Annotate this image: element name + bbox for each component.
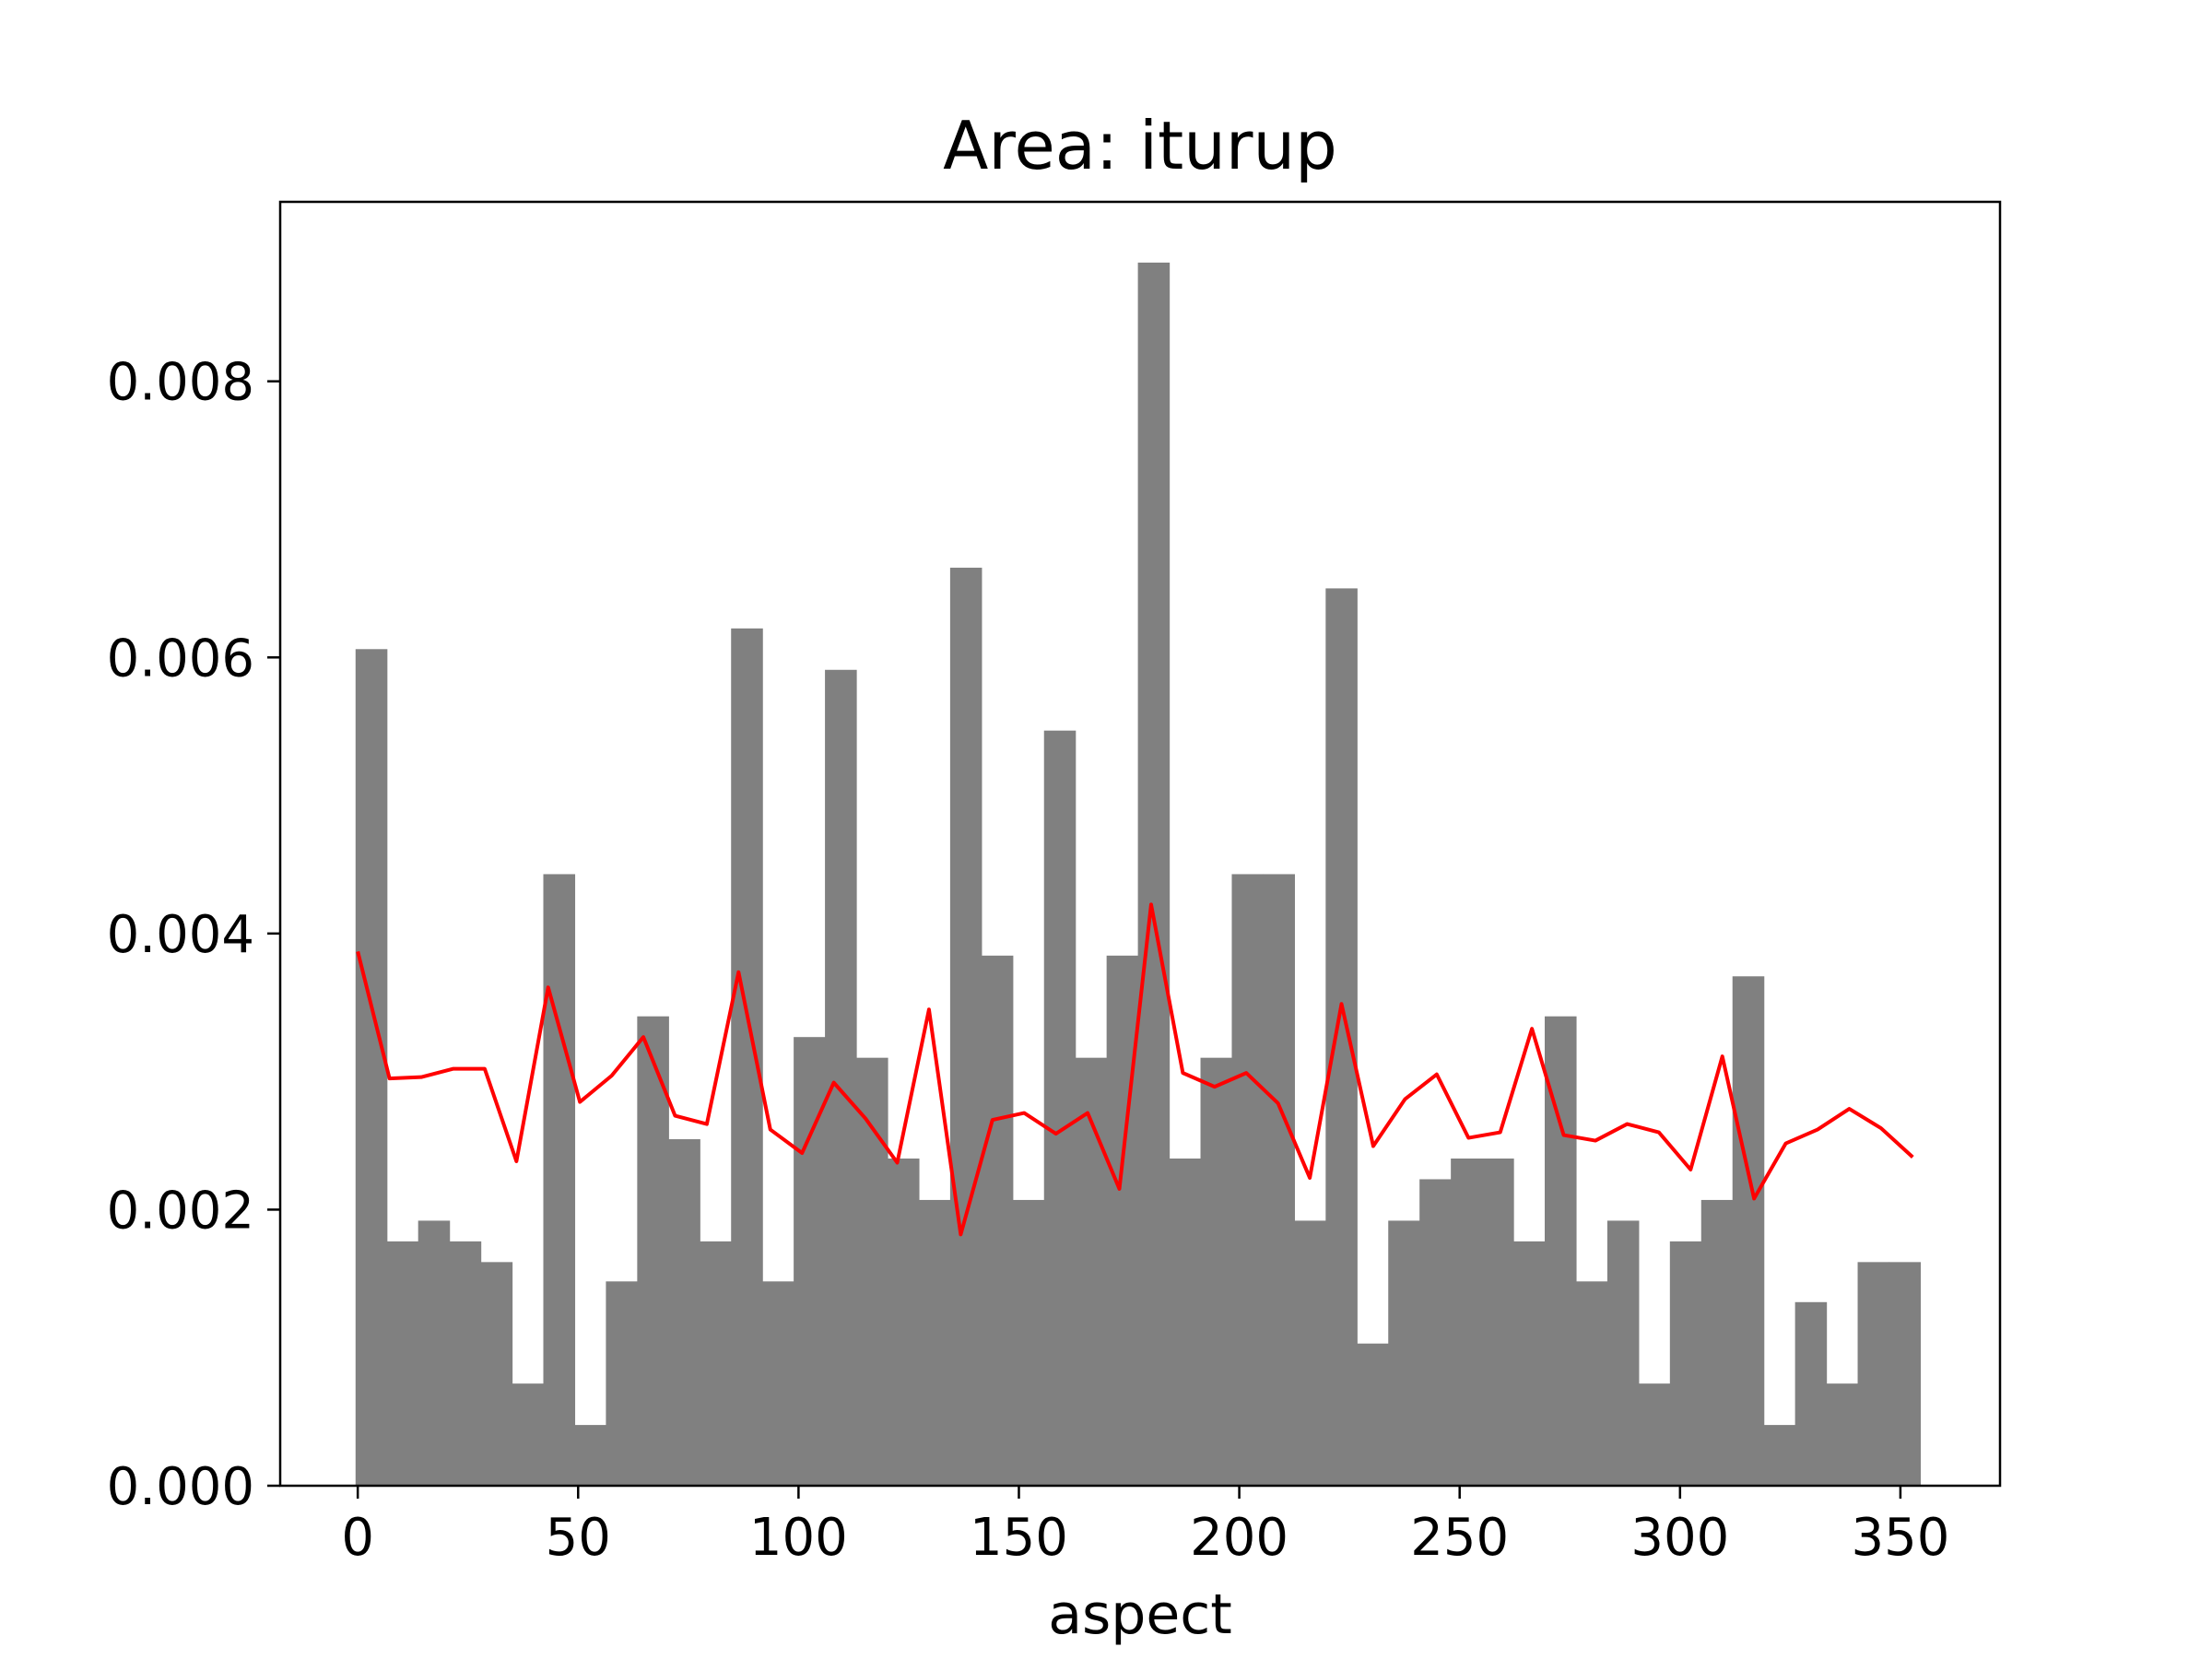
y-tick-label: 0.006 xyxy=(107,629,254,688)
histogram-bar xyxy=(1451,1159,1483,1486)
histogram-bar xyxy=(1325,588,1358,1486)
histogram-bar xyxy=(825,669,857,1486)
histogram-bar xyxy=(1732,976,1765,1486)
histogram-bar xyxy=(794,1037,826,1486)
x-tick-label: 200 xyxy=(1190,1508,1288,1568)
histogram-bar xyxy=(762,1281,794,1486)
histogram-bar xyxy=(1888,1262,1922,1486)
histogram-bar xyxy=(1294,1220,1326,1486)
histogram-bar xyxy=(449,1241,482,1486)
histogram-bar xyxy=(1606,1220,1640,1486)
histogram-bar xyxy=(1200,1057,1233,1486)
histogram-bar xyxy=(668,1139,700,1486)
histogram-bar xyxy=(887,1159,920,1486)
histogram-bar xyxy=(386,1241,419,1486)
histogram-bar xyxy=(1263,874,1295,1486)
histogram-bar xyxy=(355,649,388,1486)
x-tick-label: 250 xyxy=(1410,1508,1509,1568)
histogram-bar xyxy=(1575,1281,1608,1486)
x-tick-label: 350 xyxy=(1851,1508,1949,1568)
histogram-bar xyxy=(700,1241,732,1486)
histogram-bar xyxy=(981,955,1014,1486)
histogram-bar xyxy=(1388,1220,1420,1486)
x-tick-label: 100 xyxy=(749,1508,848,1568)
y-tick-label: 0.004 xyxy=(107,905,254,965)
histogram-bar xyxy=(1043,730,1077,1486)
histogram-bar xyxy=(606,1281,638,1486)
chart-title: Area: iturup xyxy=(943,107,1337,184)
x-axis: 0 50 100 150 200 250 300 350 xyxy=(341,1486,1949,1568)
histogram-bar xyxy=(1700,1199,1734,1486)
y-axis: 0.000 0.002 0.004 0.006 0.008 xyxy=(107,353,280,1517)
series-line xyxy=(356,902,1914,1237)
histogram-bar xyxy=(1857,1262,1890,1486)
x-tick-label: 0 xyxy=(341,1508,374,1568)
y-tick-label: 0.008 xyxy=(107,353,254,413)
histogram-bar xyxy=(1075,1057,1108,1486)
histogram-bar xyxy=(1513,1241,1546,1486)
histogram-bar xyxy=(543,874,576,1486)
histogram-bar xyxy=(512,1383,545,1486)
x-tick-label: 300 xyxy=(1630,1508,1729,1568)
histogram-bar xyxy=(480,1262,513,1486)
x-axis-label: aspect xyxy=(1048,1583,1232,1647)
histogram-bar xyxy=(731,628,763,1486)
histogram-bar xyxy=(1012,1199,1045,1486)
y-tick-label: 0.002 xyxy=(107,1181,254,1241)
histogram-bar xyxy=(1169,1159,1202,1486)
histogram-bar xyxy=(1482,1159,1514,1486)
histogram-bar xyxy=(1763,1425,1796,1486)
histogram-bar xyxy=(1137,262,1171,1486)
x-tick-label: 150 xyxy=(970,1508,1068,1568)
histogram-bar xyxy=(1794,1301,1828,1486)
plot-area-frame xyxy=(278,200,2002,1488)
histogram-bar xyxy=(949,567,982,1486)
y-tick-label: 0.000 xyxy=(107,1457,254,1517)
histogram-bar xyxy=(418,1220,451,1486)
histogram-bar xyxy=(1419,1179,1452,1486)
histogram-bar xyxy=(1231,874,1265,1486)
histogram-bar xyxy=(918,1199,951,1486)
histogram-bar xyxy=(1669,1241,1702,1486)
histogram-bar xyxy=(1826,1383,1859,1486)
histogram-bar xyxy=(637,1016,669,1486)
histogram-bar xyxy=(1106,955,1139,1486)
histogram-bar xyxy=(1357,1343,1389,1486)
histogram-bars xyxy=(355,262,1922,1486)
line-series xyxy=(356,902,1914,1237)
x-tick-label: 50 xyxy=(546,1508,611,1568)
histogram-bar xyxy=(574,1425,607,1486)
histogram-bar xyxy=(856,1057,888,1486)
histogram-bar xyxy=(1638,1383,1671,1486)
